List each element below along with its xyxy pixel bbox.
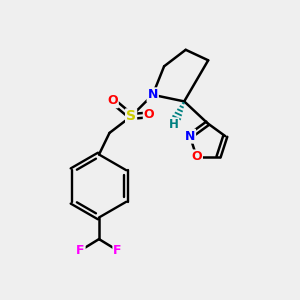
Text: O: O (144, 108, 154, 122)
Text: O: O (191, 150, 202, 164)
Text: S: S (126, 110, 136, 123)
Text: F: F (76, 244, 85, 257)
Text: O: O (107, 94, 118, 107)
Text: N: N (148, 88, 158, 101)
Text: H: H (169, 118, 178, 131)
Text: F: F (113, 244, 122, 257)
Text: N: N (185, 130, 195, 143)
